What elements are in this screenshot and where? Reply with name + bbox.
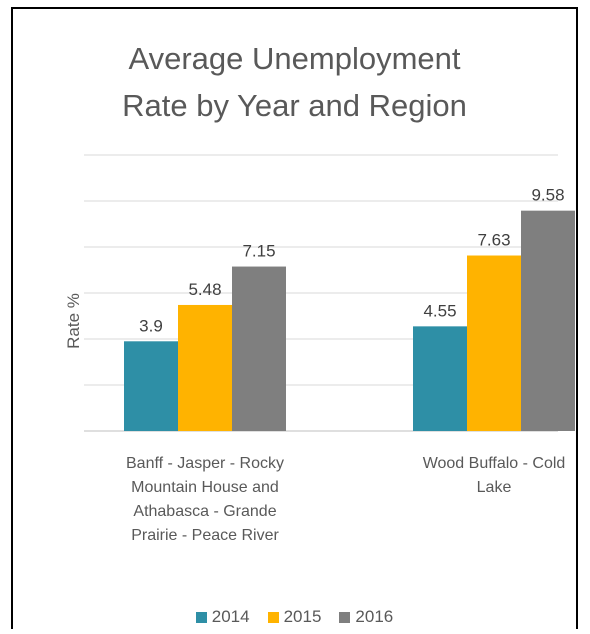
chart-legend: 2014 2015 2016 [13,607,576,627]
chart-title-line-2: Rate by Year and Region [122,88,467,123]
legend-item-2016: 2016 [339,607,393,627]
data-label-2015-2: 7.63 [477,231,510,250]
category-label-1-line-1: Banff - Jasper - Rocky [126,455,284,472]
legend-swatch-2014 [195,611,207,623]
legend-label-2015: 2015 [283,607,322,626]
category-label-2-line-2: Lake [477,479,512,496]
y-axis-label: Rate % [64,293,83,349]
data-label-2016-2: 9.58 [531,186,564,205]
bar-2016-1 [232,266,286,431]
category-label-1-line-3: Athabasca - Grande [133,503,276,520]
category-label-2-line-1: Wood Buffalo - Cold [423,455,566,472]
chart-frame: Average Unemployment Rate by Year and Re… [11,7,578,629]
data-label-2014-1: 3.9 [139,316,163,335]
chart-title: Average Unemployment Rate by Year and Re… [13,35,576,129]
data-label-2015-1: 5.48 [188,280,221,299]
legend-item-2015: 2015 [267,607,322,627]
legend-item-2014: 2014 [195,607,250,627]
data-label-2016-1: 7.15 [242,242,275,261]
bar-2016-2 [521,210,575,431]
bar-2014-1 [124,341,178,431]
legend-swatch-2016 [339,611,351,623]
category-label-1-line-4: Prairie - Peace River [131,527,279,544]
bar-2014-2 [413,326,467,431]
legend-label-2014: 2014 [211,607,250,626]
bar-2015-2 [467,255,521,431]
category-label-1-line-2: Mountain House and [131,479,279,496]
legend-label-2016: 2016 [355,607,394,626]
chart-plot: Rate % 3.9 5.48 7.15 Banff - Jasper - Rocky M… [64,154,575,544]
legend-swatch-2015 [267,611,279,623]
data-label-2014-2: 4.55 [423,301,456,320]
bar-2015-1 [178,304,232,431]
chart-title-line-1: Average Unemployment [128,41,461,76]
